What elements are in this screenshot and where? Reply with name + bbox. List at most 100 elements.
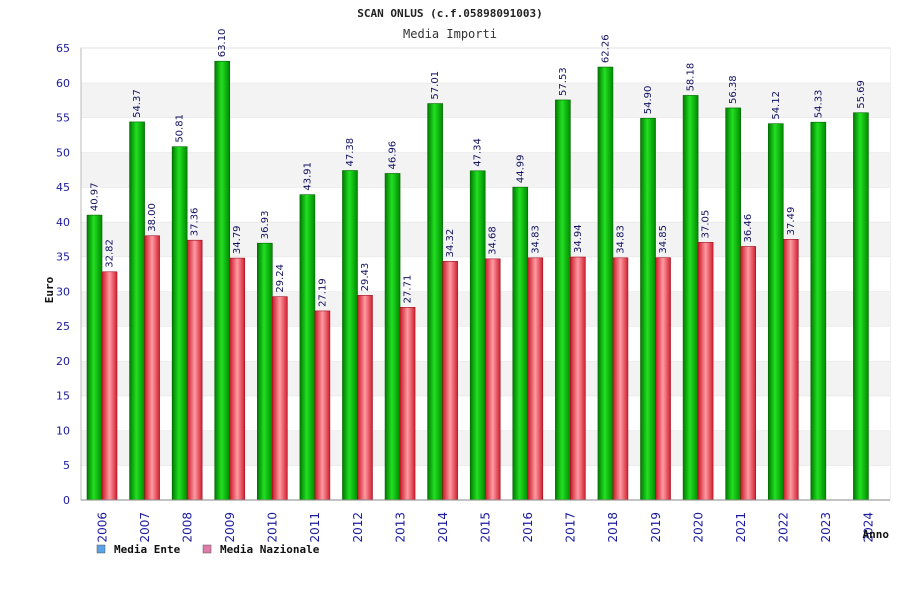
bar-media-nazionale-2019 bbox=[655, 257, 671, 501]
bar-media-nazionale-2007 bbox=[144, 235, 160, 501]
value-label: 54.37 bbox=[132, 89, 143, 118]
value-label: 32.82 bbox=[105, 239, 116, 268]
value-label: 62.26 bbox=[600, 34, 611, 63]
y-tick-label: 5 bbox=[63, 459, 70, 472]
bar-media-ente-2007 bbox=[129, 121, 145, 501]
value-label: 29.43 bbox=[360, 263, 371, 292]
value-label: 47.34 bbox=[473, 138, 484, 167]
x-tick-label: 2024 bbox=[862, 512, 876, 543]
bar-media-ente-2013 bbox=[384, 173, 401, 501]
bar-media-nazionale-2022 bbox=[782, 239, 799, 501]
value-label: 50.81 bbox=[175, 114, 186, 143]
bar-media-nazionale-2020 bbox=[697, 242, 714, 501]
x-tick-label: 2017 bbox=[564, 512, 578, 543]
value-label: 37.49 bbox=[786, 207, 797, 236]
bar-media-ente-2011 bbox=[299, 194, 316, 501]
bar-media-ente-2016 bbox=[512, 186, 529, 501]
x-tick-label: 2008 bbox=[180, 512, 194, 543]
y-tick-label: 55 bbox=[56, 112, 70, 125]
y-tick-label: 0 bbox=[63, 494, 70, 507]
value-label: 54.90 bbox=[643, 86, 654, 115]
bar-media-nazionale-2009 bbox=[229, 257, 246, 501]
y-tick-label: 45 bbox=[56, 181, 70, 194]
x-tick-label: 2022 bbox=[777, 512, 791, 543]
x-axis: 2006 2007 2008 2009 2010 2011 2012 2013 2014 2015… bbox=[81, 499, 890, 543]
value-label: 54.12 bbox=[771, 91, 782, 120]
bar-media-ente-2022 bbox=[767, 123, 784, 501]
value-label: 34.68 bbox=[488, 226, 499, 255]
bar-media-ente-2024 bbox=[853, 112, 869, 501]
bar-media-ente-2018 bbox=[597, 66, 614, 501]
bar-media-nazionale-2011 bbox=[314, 310, 331, 501]
bar-media-ente-2023 bbox=[810, 121, 827, 501]
y-tick-label: 10 bbox=[56, 424, 70, 437]
bar-media-ente-2006 bbox=[86, 214, 103, 501]
y-axis-label: Euro bbox=[43, 276, 56, 303]
y-tick-label: 50 bbox=[56, 146, 70, 159]
x-tick-label: 2023 bbox=[819, 512, 833, 543]
y-tick-label: 30 bbox=[56, 285, 70, 298]
value-label: 36.93 bbox=[260, 211, 271, 240]
bar-media-nazionale-2008 bbox=[186, 239, 203, 501]
value-label: 46.96 bbox=[388, 141, 399, 170]
x-tick-label: 2014 bbox=[436, 512, 450, 543]
x-tick-label: 2006 bbox=[95, 512, 109, 543]
y-tick-label: 65 bbox=[56, 42, 70, 55]
legend-swatch-media-ente bbox=[96, 544, 106, 554]
bar-media-ente-2009 bbox=[214, 60, 231, 501]
x-tick-label: 2020 bbox=[691, 512, 705, 543]
y-tick-label: 15 bbox=[56, 390, 70, 403]
legend-label-media-ente: Media Ente bbox=[114, 543, 181, 556]
bar-media-nazionale-2018 bbox=[612, 257, 629, 501]
x-tick-label: 2013 bbox=[393, 512, 407, 543]
bar-media-ente-2010 bbox=[257, 242, 273, 501]
value-label: 57.53 bbox=[558, 67, 569, 96]
value-label: 34.32 bbox=[445, 229, 456, 258]
value-label: 58.18 bbox=[686, 63, 697, 92]
x-tick-label: 2009 bbox=[223, 512, 237, 543]
chart-title: SCAN ONLUS (c.f.05898091003) bbox=[357, 7, 542, 20]
bar-media-nazionale-2017 bbox=[570, 256, 586, 501]
y-tick-label: 35 bbox=[56, 251, 70, 264]
x-tick-label: 2016 bbox=[521, 512, 535, 543]
x-tick-label: 2019 bbox=[649, 512, 663, 543]
x-tick-label: 2015 bbox=[479, 512, 493, 543]
bar-media-ente-2008 bbox=[171, 146, 188, 501]
bar-media-ente-2012 bbox=[342, 170, 358, 501]
bar-media-nazionale-2013 bbox=[399, 307, 416, 501]
value-label: 56.38 bbox=[728, 75, 739, 104]
value-label: 36.46 bbox=[743, 214, 754, 243]
x-tick-label: 2010 bbox=[266, 512, 280, 543]
value-label: 37.36 bbox=[190, 208, 201, 237]
bar-media-nazionale-2015 bbox=[484, 258, 501, 501]
value-label: 47.38 bbox=[345, 138, 356, 167]
bar-media-ente-2019 bbox=[640, 117, 656, 501]
y-tick-label: 60 bbox=[56, 77, 70, 90]
value-label: 37.05 bbox=[701, 210, 712, 239]
bar-media-nazionale-2006 bbox=[101, 271, 118, 501]
x-tick-label: 2007 bbox=[138, 512, 152, 543]
bar-media-ente-2017 bbox=[555, 99, 571, 501]
bar-media-nazionale-2014 bbox=[442, 261, 458, 501]
value-label: 34.83 bbox=[530, 225, 541, 254]
value-label: 34.79 bbox=[232, 225, 243, 254]
value-labels: 40.97 54.37 50.81 63.10 36.93 43.91 47.38 46.96… bbox=[90, 29, 867, 307]
grid-band bbox=[81, 82, 890, 118]
bar-media-ente-2015 bbox=[469, 170, 486, 501]
value-label: 57.01 bbox=[430, 71, 441, 100]
legend: Media Ente Media Nazionale bbox=[96, 543, 320, 556]
value-label: 27.71 bbox=[403, 275, 414, 304]
value-label: 43.91 bbox=[302, 162, 313, 191]
value-label: 38.00 bbox=[147, 203, 158, 232]
bar-media-nazionale-2016 bbox=[527, 257, 544, 501]
y-tick-label: 20 bbox=[56, 355, 70, 368]
bar-media-nazionale-2010 bbox=[272, 296, 288, 501]
value-label: 55.69 bbox=[856, 80, 867, 109]
x-tick-label: 2012 bbox=[351, 512, 365, 543]
value-label: 34.94 bbox=[573, 224, 584, 253]
value-label: 54.33 bbox=[813, 90, 824, 119]
bar-media-nazionale-2021 bbox=[740, 246, 756, 501]
value-label: 44.99 bbox=[515, 155, 526, 184]
y-tick-label: 40 bbox=[56, 216, 70, 229]
